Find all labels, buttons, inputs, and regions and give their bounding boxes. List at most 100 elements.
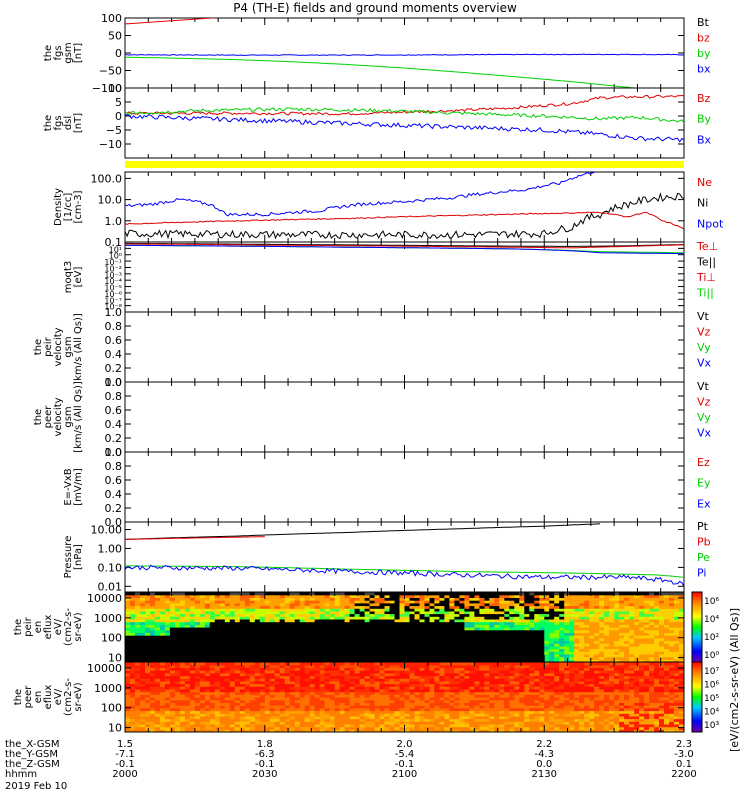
heatmap-cell	[234, 718, 241, 722]
heatmap-cell	[214, 656, 221, 660]
heatmap-cell	[429, 610, 436, 615]
heatmap-cell	[229, 723, 236, 728]
heatmap-cell	[259, 702, 266, 706]
heatmap-cell	[209, 621, 216, 625]
heatmap-cell	[294, 605, 301, 609]
heatmap-cell	[359, 648, 366, 652]
heatmap-cell	[469, 602, 475, 607]
heatmap-cell	[649, 597, 655, 601]
heatmap-cell	[579, 618, 585, 623]
heatmap-cell	[254, 592, 261, 596]
heatmap-cell	[479, 629, 485, 633]
heatmap-cell	[389, 659, 396, 662]
heatmap-cell	[294, 643, 301, 647]
heatmap-cell	[334, 651, 341, 655]
heatmap-cell	[140, 629, 146, 633]
heatmap-cell	[364, 680, 371, 685]
heatmap-cell	[294, 610, 301, 615]
heatmap-cell	[599, 616, 605, 620]
heatmap-cell	[159, 643, 166, 647]
heatmap-cell	[140, 683, 146, 687]
heatmap-cell	[409, 597, 416, 601]
heatmap-cell	[279, 672, 286, 677]
heatmap-cell	[254, 710, 261, 714]
heatmap-cell	[479, 645, 485, 650]
heatmap-cell	[159, 705, 166, 709]
heatmap-cell	[299, 637, 306, 642]
heatmap-cell	[269, 632, 276, 636]
heatmap-cell	[189, 621, 196, 625]
heatmap-cell	[184, 699, 191, 703]
heatmap-cell	[249, 718, 256, 722]
heatmap-cell	[359, 694, 366, 698]
heatmap-cell	[125, 680, 131, 685]
heatmap-cell	[299, 670, 306, 674]
heatmap-cell	[604, 621, 610, 625]
heatmap-cell	[599, 640, 605, 644]
heatmap-cell	[254, 640, 261, 644]
heatmap-cell	[249, 659, 256, 662]
heatmap-cell	[204, 718, 211, 722]
y-axis-label: [nT]	[73, 113, 84, 133]
heatmap-cell	[584, 653, 590, 658]
heatmap-cell	[219, 723, 226, 728]
heatmap-cell	[244, 600, 251, 604]
heatmap-cell	[174, 659, 181, 662]
heatmap-cell	[154, 664, 161, 668]
heatmap-cell	[169, 707, 176, 712]
heatmap-cell	[364, 600, 371, 604]
heatmap-cell	[424, 621, 431, 625]
heatmap-cell	[254, 594, 261, 598]
heatmap-cell	[284, 667, 291, 671]
heatmap-cell	[339, 715, 346, 720]
y-axis-label: Pressure	[63, 536, 74, 579]
heatmap-cell	[214, 694, 221, 698]
heatmap-cell	[184, 610, 191, 615]
heatmap-cell	[509, 640, 515, 644]
heatmap-cell	[299, 635, 306, 639]
heatmap-cell	[339, 675, 346, 679]
heatmap-cell	[135, 616, 141, 620]
colorbar-tick: 10⁶	[704, 597, 719, 607]
heatmap-cell	[179, 680, 186, 685]
heatmap-cell	[679, 610, 684, 615]
heatmap-cell	[354, 670, 361, 674]
heatmap-cell	[214, 702, 221, 706]
heatmap-cell	[274, 680, 281, 685]
heatmap-cell	[254, 729, 261, 732]
heatmap-cell	[154, 645, 161, 650]
heatmap-cell	[449, 600, 455, 604]
heatmap-cell	[319, 718, 326, 722]
heatmap-cell	[219, 670, 226, 674]
heatmap-cell	[264, 670, 271, 674]
heatmap-cell	[189, 705, 196, 709]
heatmap-cell	[324, 723, 331, 728]
heatmap-cell	[474, 632, 480, 636]
heatmap-cell	[184, 718, 191, 722]
heatmap-cell	[135, 627, 141, 631]
heatmap-cell	[234, 632, 241, 636]
heatmap-cell	[294, 618, 301, 623]
heatmap-cell	[614, 592, 620, 596]
heatmap-cell	[284, 688, 291, 693]
heatmap-cell	[140, 726, 146, 730]
heatmap-cell	[135, 605, 141, 609]
heatmap-cell	[189, 627, 196, 631]
heatmap-cell	[624, 597, 630, 601]
heatmap-cell	[199, 635, 206, 639]
heatmap-cell	[309, 643, 316, 647]
heatmap-cell	[224, 721, 231, 725]
heatmap-cell	[539, 624, 545, 628]
heatmap-cell	[404, 640, 411, 644]
heatmap-cell	[135, 662, 141, 666]
heatmap-cell	[234, 686, 241, 690]
heatmap-cell	[394, 618, 401, 623]
heatmap-cell	[145, 613, 151, 617]
heatmap-cell	[374, 705, 381, 709]
heatmap-cell	[150, 656, 156, 660]
heatmap-cell	[229, 651, 236, 655]
heatmap-cell	[204, 648, 211, 652]
heatmap-cell	[394, 653, 401, 658]
heatmap-cell	[569, 608, 575, 612]
heatmap-cell	[239, 608, 246, 612]
